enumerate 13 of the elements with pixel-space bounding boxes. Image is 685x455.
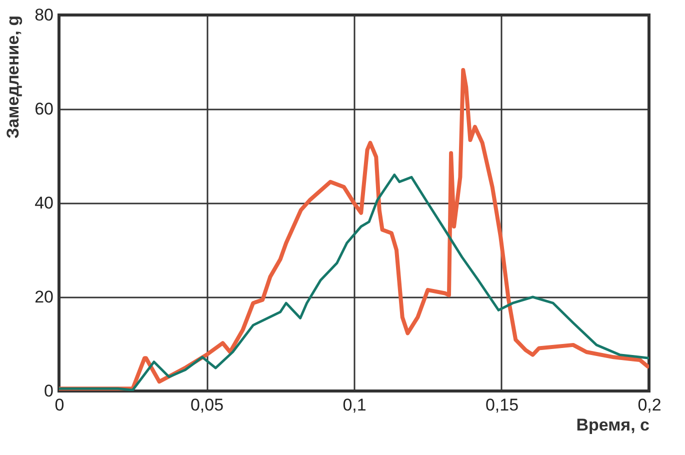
line-series (59, 174, 649, 391)
y-tick-label: 40 (34, 194, 54, 212)
x-tick-label: 0,2 (638, 396, 662, 414)
y-axis-title: Замедление, g (4, 16, 23, 138)
y-tick-label: 0 (44, 382, 54, 400)
line-series (59, 68, 649, 391)
y-tick-label: 80 (34, 6, 54, 24)
x-tick-label: 0,05 (190, 396, 224, 414)
y-tick-label: 60 (34, 100, 54, 118)
x-axis-title: Время, с (576, 416, 650, 434)
x-tick-label: 0,15 (485, 396, 519, 414)
x-tick-label: 0,1 (342, 396, 366, 414)
y-tick-label: 20 (34, 288, 54, 306)
